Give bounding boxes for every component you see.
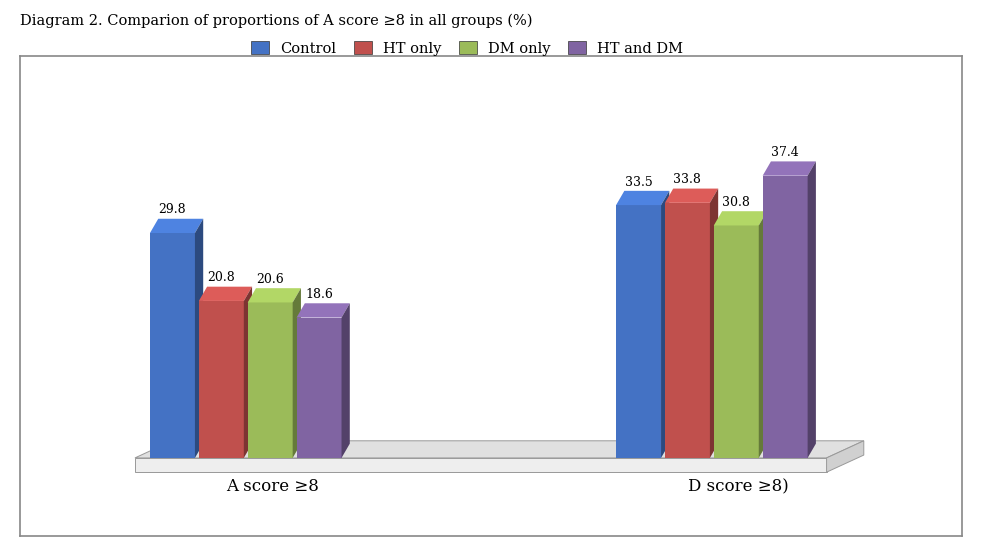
Text: Diagram 2. Comparion of proportions of A score ≥8 in all groups (%): Diagram 2. Comparion of proportions of A… xyxy=(20,14,532,28)
Polygon shape xyxy=(135,458,827,472)
Polygon shape xyxy=(297,304,350,318)
Text: 33.8: 33.8 xyxy=(674,174,701,186)
Text: D score ≥8): D score ≥8) xyxy=(687,478,789,495)
Polygon shape xyxy=(827,441,864,472)
Text: 20.8: 20.8 xyxy=(207,271,236,285)
Polygon shape xyxy=(661,191,670,458)
Polygon shape xyxy=(710,189,718,458)
Polygon shape xyxy=(342,304,350,458)
Polygon shape xyxy=(714,225,759,458)
Polygon shape xyxy=(665,203,710,458)
Polygon shape xyxy=(297,318,342,458)
Polygon shape xyxy=(198,301,244,458)
Polygon shape xyxy=(244,287,252,458)
Polygon shape xyxy=(247,302,293,458)
Polygon shape xyxy=(195,219,203,458)
Text: 20.6: 20.6 xyxy=(256,273,284,286)
Polygon shape xyxy=(247,288,300,302)
Polygon shape xyxy=(665,189,718,203)
Text: A score ≥8: A score ≥8 xyxy=(226,478,318,495)
Text: 29.8: 29.8 xyxy=(159,204,187,217)
Text: 30.8: 30.8 xyxy=(723,196,750,209)
Polygon shape xyxy=(807,161,816,458)
Text: 18.6: 18.6 xyxy=(305,288,333,301)
Polygon shape xyxy=(763,176,807,458)
Polygon shape xyxy=(293,288,300,458)
Text: 37.4: 37.4 xyxy=(771,146,799,159)
Polygon shape xyxy=(616,205,661,458)
Polygon shape xyxy=(616,191,670,205)
Legend: Control, HT only, DM only, HT and DM: Control, HT only, DM only, HT and DM xyxy=(246,35,689,61)
Polygon shape xyxy=(135,441,864,458)
Polygon shape xyxy=(759,211,767,458)
Polygon shape xyxy=(763,161,816,176)
Polygon shape xyxy=(150,219,203,233)
Polygon shape xyxy=(150,233,195,458)
Text: 33.5: 33.5 xyxy=(625,176,652,189)
Polygon shape xyxy=(714,211,767,225)
Polygon shape xyxy=(198,287,252,301)
